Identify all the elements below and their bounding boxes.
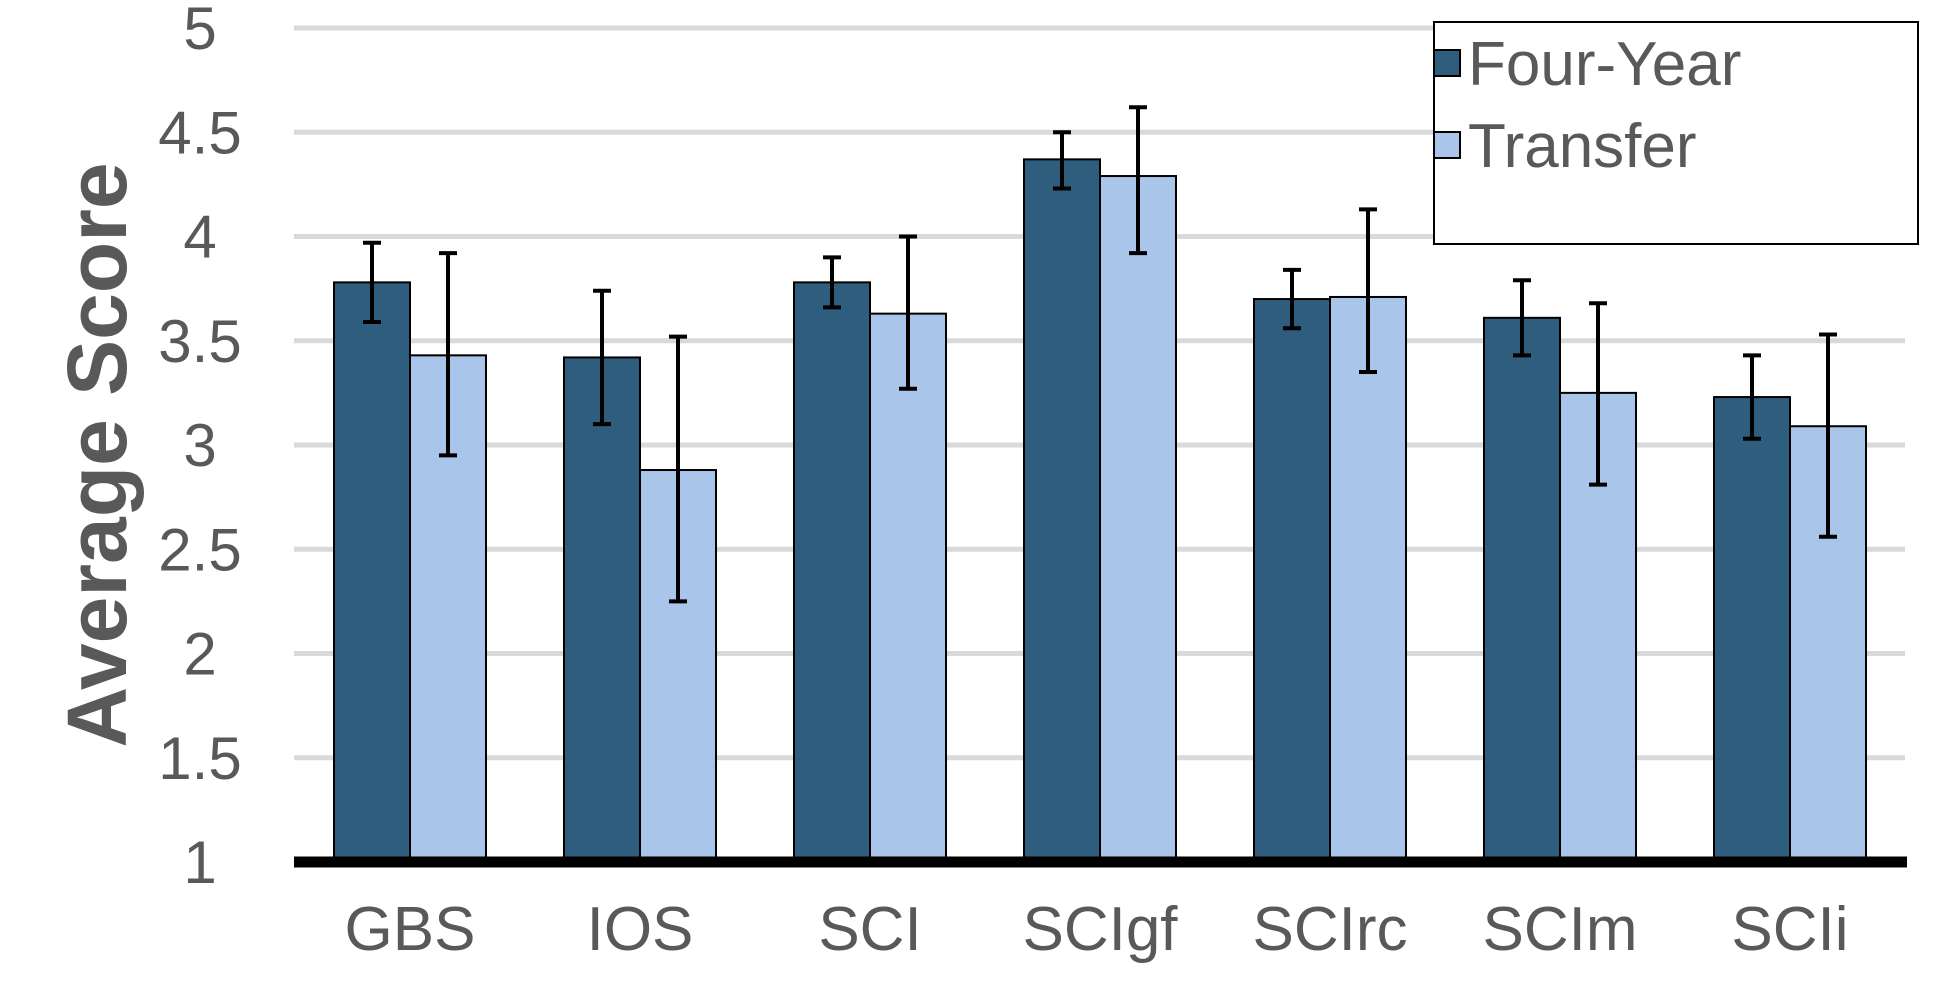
error-bar <box>1589 301 1607 487</box>
error-bar <box>363 240 381 324</box>
bar-four-year-scim <box>1483 316 1561 863</box>
y-tick-label: 2 <box>183 621 216 688</box>
bar-four-year-scii <box>1713 396 1791 863</box>
error-bar <box>1359 207 1377 375</box>
error-bars <box>363 105 1837 604</box>
error-bar <box>1513 278 1531 358</box>
y-tick-label: 1 <box>183 829 216 896</box>
x-category-label: SCI <box>818 895 921 964</box>
y-tick-label: 3.5 <box>158 308 241 375</box>
y-axis-title: Average Score <box>50 162 144 747</box>
x-category-label: SCIrc <box>1253 895 1408 964</box>
error-bar <box>1743 353 1761 441</box>
x-category-label: IOS <box>587 895 694 964</box>
x-category-label: SCIm <box>1483 895 1638 964</box>
y-tick-label: 2.5 <box>158 516 241 583</box>
x-category-label: SCIi <box>1731 895 1848 964</box>
error-bar <box>593 288 611 427</box>
error-bar <box>1819 332 1837 539</box>
bar-transfer-scigf <box>1099 175 1177 864</box>
legend-swatch <box>1433 131 1461 159</box>
error-bar <box>899 234 917 391</box>
x-category-label: SCIgf <box>1022 895 1178 964</box>
error-bar <box>1053 130 1071 191</box>
y-tick-label: 3 <box>183 412 216 479</box>
legend: Four-Year Transfer <box>1433 21 1919 245</box>
y-tick-label: 4 <box>183 204 216 271</box>
y-tick-label: 1.5 <box>158 725 241 792</box>
y-tick-labels: 1 1.5 2 2.5 3 3.5 4 4.5 5 <box>158 0 241 896</box>
error-bar <box>1283 267 1301 331</box>
error-bar <box>669 334 687 604</box>
x-category-label: GBS <box>345 895 476 964</box>
y-tick-label: 4.5 <box>158 99 241 166</box>
bar-transfer-sci <box>869 312 947 863</box>
bars <box>333 158 1867 864</box>
x-category-labels: GBS IOS SCI SCIgf SCIrc SCIm SCIi <box>345 895 1849 964</box>
legend-label: Four-Year <box>1468 30 1741 99</box>
bar-transfer-scirc <box>1329 295 1407 863</box>
error-bar <box>823 255 841 310</box>
bar-four-year-scirc <box>1253 298 1331 863</box>
bar-four-year-ios <box>563 356 641 863</box>
legend-label: Transfer <box>1468 112 1697 181</box>
error-bar <box>1129 105 1147 256</box>
y-tick-label: 5 <box>183 0 216 62</box>
bar-four-year-sci <box>793 281 871 863</box>
bar-four-year-gbs <box>333 281 411 863</box>
bar-four-year-scigf <box>1023 158 1101 864</box>
error-bar <box>439 251 457 458</box>
legend-swatch <box>1433 49 1461 77</box>
legend-box <box>1433 21 1919 245</box>
bar-transfer-scii <box>1789 425 1867 863</box>
